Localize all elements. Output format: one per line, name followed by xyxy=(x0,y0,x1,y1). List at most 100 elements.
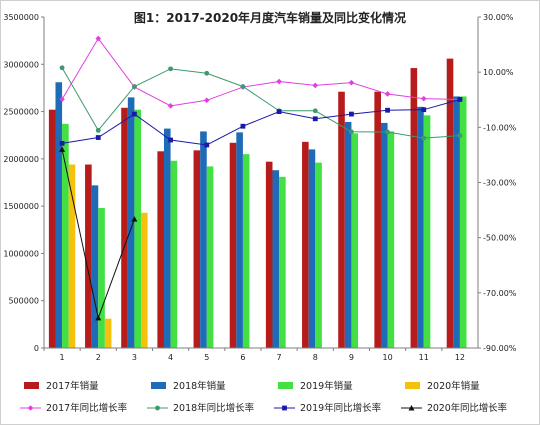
bar-3 xyxy=(423,115,431,349)
legend-marker-3 xyxy=(282,405,287,411)
line-point-2 xyxy=(59,65,65,71)
bar-3 xyxy=(459,96,467,348)
bar-3 xyxy=(279,176,286,348)
x-axis-tick-label: 2 xyxy=(96,353,101,362)
x-axis-tick-label: 11 xyxy=(419,353,429,362)
left-axis-tick-label: 500000 xyxy=(8,297,39,306)
left-axis-tick-label: 1500000 xyxy=(3,202,39,211)
bar-1 xyxy=(85,164,92,348)
bar-3 xyxy=(206,166,214,348)
legend: 2017年销量 2018年销量 2019年销量 2020年销量 2017年同比增长率 20… xyxy=(20,380,507,414)
line-point-2 xyxy=(349,129,354,135)
line-point-3 xyxy=(457,97,463,102)
bar-1 xyxy=(48,109,56,349)
legend-marker-2 xyxy=(155,405,160,411)
line-point-1 xyxy=(276,78,282,85)
line-point-4 xyxy=(59,146,66,152)
legend-label: 2017年销量 xyxy=(46,380,99,392)
line-series-3 xyxy=(62,98,461,146)
line-point-1 xyxy=(420,95,427,102)
line-point-3 xyxy=(276,109,282,115)
line-point-2 xyxy=(95,127,101,133)
right-axis-tick-label: -70.00% xyxy=(483,289,517,298)
x-axis-tick-label: 9 xyxy=(349,353,354,362)
line-point-2 xyxy=(312,108,318,114)
legend-label: 2020年销量 xyxy=(427,380,480,392)
bar-1 xyxy=(302,141,309,348)
bar-2 xyxy=(380,122,388,348)
line-point-1 xyxy=(348,79,355,86)
line-point-3 xyxy=(349,111,354,117)
line-point-3 xyxy=(132,111,137,117)
x-axis-tick-label: 12 xyxy=(455,353,465,362)
line-point-3 xyxy=(59,140,65,146)
bar-3 xyxy=(242,154,250,348)
bar-1 xyxy=(121,107,128,348)
right-axis-tick-label: -90.00% xyxy=(483,344,517,353)
bar-1 xyxy=(193,150,201,348)
bar-4 xyxy=(141,212,148,348)
bar-2 xyxy=(417,106,424,348)
line-point-4 xyxy=(95,314,102,321)
right-axis-tick-label: -10.00% xyxy=(483,123,517,132)
line-point-1 xyxy=(95,35,102,42)
bar-layer xyxy=(48,58,467,349)
x-axis-tick-label: 1 xyxy=(60,353,65,362)
line-series-2 xyxy=(61,67,460,139)
line-point-3 xyxy=(95,135,101,140)
x-axis-tick-label: 4 xyxy=(168,353,173,362)
bar-3 xyxy=(134,109,142,349)
x-axis-tick-label: 7 xyxy=(277,353,282,362)
line-point-3 xyxy=(204,142,210,148)
line-point-3 xyxy=(385,107,390,113)
left-axis-tick-label: 2000000 xyxy=(3,155,39,164)
line-point-4 xyxy=(131,216,138,222)
bar-1 xyxy=(446,58,454,349)
line-series-1 xyxy=(61,37,460,107)
x-axis-tick-label: 3 xyxy=(132,353,137,362)
bar-2 xyxy=(236,132,243,348)
left-axis-tick-label: 1000000 xyxy=(3,249,39,258)
line-point-3 xyxy=(312,116,318,122)
left-axis-tick-label: 3500000 xyxy=(3,13,39,22)
bar-2 xyxy=(344,121,352,348)
bar-1 xyxy=(157,151,164,348)
x-axis-tick-label: 5 xyxy=(204,353,209,362)
legend-label: 2017年同比增长率 xyxy=(46,402,128,414)
bar-2 xyxy=(91,185,99,348)
legend-swatch-1 xyxy=(24,382,39,389)
left-axis-tick-label: 2500000 xyxy=(3,108,39,117)
bar-2 xyxy=(308,149,316,348)
legend-swatch-2 xyxy=(151,382,166,389)
bar-1 xyxy=(410,68,418,348)
bar-3 xyxy=(98,208,105,348)
bar-1 xyxy=(265,161,273,348)
left-axis-tick-label: 3000000 xyxy=(3,60,39,69)
line-point-1 xyxy=(59,96,65,102)
bar-3 xyxy=(170,160,178,348)
x-axis-tick-label: 10 xyxy=(382,353,392,362)
legend-swatch-4 xyxy=(405,382,420,389)
left-axis-tick-label: 0 xyxy=(34,344,39,353)
legend-label: 2018年销量 xyxy=(173,380,226,392)
bar-3 xyxy=(62,123,69,348)
line-point-2 xyxy=(168,66,173,72)
bar-1 xyxy=(338,91,345,348)
right-axis-tick-label: -30.00% xyxy=(483,179,517,188)
line-point-2 xyxy=(385,129,390,135)
line-point-1 xyxy=(384,91,391,97)
right-axis-tick-label: -50.00% xyxy=(483,234,517,243)
legend-marker-1 xyxy=(27,405,34,411)
legend-label: 2019年同比增长率 xyxy=(300,402,382,414)
line-point-1 xyxy=(203,97,210,104)
right-axis-tick-label: 30.00% xyxy=(483,13,514,22)
bar-2 xyxy=(55,82,63,349)
line-point-1 xyxy=(312,82,319,89)
line-point-3 xyxy=(421,107,427,113)
x-axis-tick-label: 8 xyxy=(313,353,318,362)
line-point-3 xyxy=(168,137,173,143)
legend-swatch-3 xyxy=(278,382,293,389)
line-point-2 xyxy=(240,84,246,89)
line-point-2 xyxy=(457,133,463,139)
